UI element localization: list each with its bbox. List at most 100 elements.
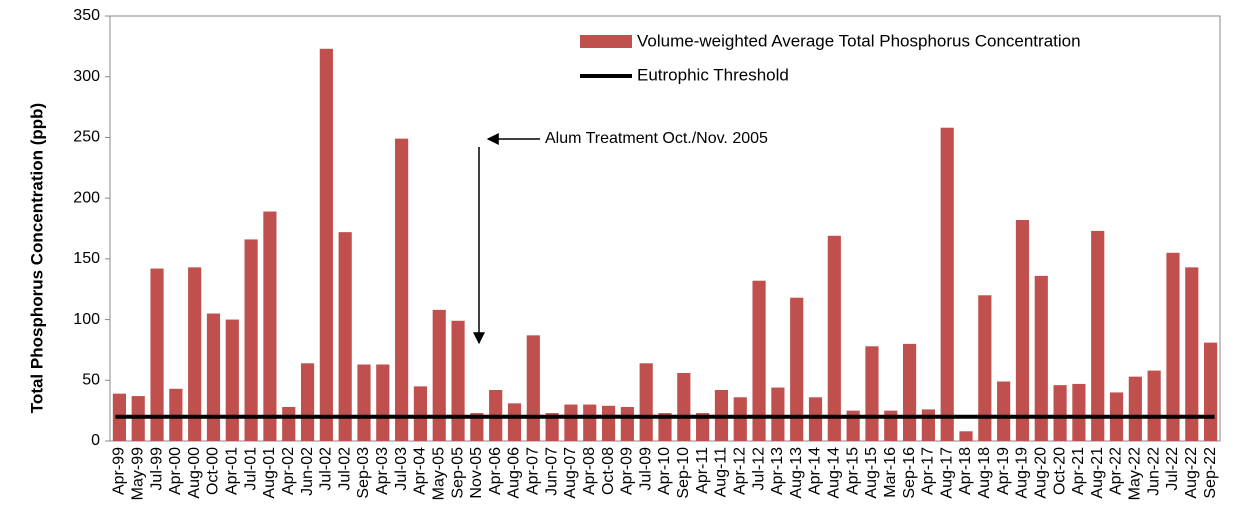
- bar: [902, 343, 917, 441]
- y-tick-label: 300: [73, 68, 100, 85]
- legend-swatch: [580, 35, 632, 48]
- bar: [959, 431, 973, 441]
- x-tick-label: Aug-13: [788, 447, 805, 499]
- bar: [206, 313, 221, 441]
- bar: [808, 397, 823, 441]
- bar: [752, 280, 766, 441]
- bar: [1128, 376, 1142, 441]
- x-tick-label: Sep-10: [675, 447, 692, 499]
- x-tick-label: Jul-02: [318, 447, 335, 491]
- x-tick-label: Jul-99: [148, 447, 165, 491]
- x-tick-label: Aug-19: [1014, 447, 1031, 499]
- bar: [1091, 230, 1105, 441]
- x-tick-label: Apr-18: [957, 447, 974, 495]
- bar: [338, 232, 352, 441]
- bar: [771, 387, 785, 441]
- bar: [263, 211, 277, 441]
- bar: [658, 413, 672, 441]
- bar: [1053, 385, 1067, 441]
- bar: [1072, 383, 1086, 441]
- bar: [150, 268, 164, 441]
- x-tick-label: Apr-17: [920, 447, 937, 495]
- x-tick-label: Apr-09: [619, 447, 636, 495]
- x-tick-label: Apr-04: [412, 447, 429, 495]
- x-tick-label: Jul-22: [1164, 447, 1181, 491]
- x-tick-label: Apr-08: [581, 447, 598, 495]
- x-tick-label: Apr-06: [487, 447, 504, 495]
- x-tick-label: Apr-10: [656, 447, 673, 495]
- x-tick-label: Apr-15: [844, 447, 861, 495]
- bar: [188, 267, 202, 441]
- x-tick-label: Aug-20: [1032, 447, 1049, 499]
- bar: [997, 381, 1011, 441]
- bar: [978, 295, 992, 441]
- x-tick-label: Apr-03: [374, 447, 391, 495]
- y-tick-label: 250: [73, 129, 100, 146]
- x-tick-label: Aug-17: [938, 447, 955, 499]
- bar: [564, 404, 578, 441]
- x-tick-label: Aug-22: [1183, 447, 1200, 499]
- x-tick-label: Apr-01: [224, 447, 241, 495]
- x-tick-label: Apr-22: [1108, 447, 1125, 495]
- y-tick-label: 200: [73, 189, 100, 206]
- y-tick-label: 50: [82, 372, 100, 389]
- bar: [451, 320, 465, 441]
- x-tick-label: Jul-02: [336, 447, 353, 491]
- x-tick-label: May-99: [129, 447, 146, 500]
- x-tick-label: Sep-03: [355, 447, 372, 499]
- bar: [395, 138, 409, 441]
- bar: [940, 127, 954, 441]
- x-tick-label: Apr-14: [807, 447, 824, 495]
- bar: [1185, 267, 1199, 441]
- x-tick-label: Oct-20: [1051, 447, 1068, 495]
- x-tick-label: Apr-19: [995, 447, 1012, 495]
- x-tick-label: Sep-16: [901, 447, 918, 499]
- bar: [432, 309, 446, 441]
- x-tick-label: Jun-07: [543, 447, 560, 496]
- x-tick-label: Oct-00: [205, 447, 222, 495]
- y-tick-label: 150: [73, 250, 100, 267]
- y-tick-label: 100: [73, 311, 100, 328]
- x-tick-label: Nov-05: [468, 447, 485, 499]
- bar: [244, 239, 258, 441]
- bar: [677, 373, 691, 441]
- x-tick-label: Mar-16: [882, 447, 899, 498]
- bar: [827, 235, 841, 441]
- bar: [319, 48, 333, 442]
- y-tick-label: 0: [91, 432, 100, 449]
- x-tick-label: Jul-09: [637, 447, 654, 491]
- x-tick-label: Jun-22: [1145, 447, 1162, 496]
- bar: [507, 403, 522, 441]
- x-tick-label: Jul-01: [242, 447, 259, 491]
- x-tick-label: Oct-08: [600, 447, 617, 495]
- x-tick-label: Apr-00: [167, 447, 184, 495]
- x-tick-label: May-22: [1127, 447, 1144, 500]
- bar: [790, 297, 804, 441]
- x-tick-label: Apr-13: [769, 447, 786, 495]
- x-tick-label: Jun-02: [299, 447, 316, 496]
- bar: [601, 405, 616, 441]
- x-tick-label: Jul-12: [750, 447, 767, 491]
- x-tick-label: Apr-02: [280, 447, 297, 495]
- x-tick-label: Aug-11: [713, 447, 730, 498]
- x-tick-label: Aug-01: [261, 447, 278, 499]
- x-tick-label: Aug-06: [506, 447, 523, 499]
- x-tick-label: Aug-00: [186, 447, 203, 499]
- bar: [865, 346, 879, 441]
- x-tick-label: Apr-21: [1070, 447, 1087, 495]
- x-tick-label: May-05: [430, 447, 447, 500]
- x-tick-label: Apr-07: [525, 447, 542, 495]
- bar: [413, 386, 428, 441]
- bar: [526, 335, 540, 441]
- bar: [921, 409, 935, 441]
- x-tick-label: Apr-12: [731, 447, 748, 495]
- annotation: Alum Treatment Oct./Nov. 2005: [545, 130, 768, 147]
- bar: [1147, 370, 1161, 441]
- x-tick-label: Jul-03: [393, 447, 410, 491]
- bar: [583, 404, 597, 441]
- x-tick-label: Aug-15: [863, 447, 880, 499]
- bar: [1015, 220, 1030, 441]
- bar: [1204, 342, 1218, 441]
- x-tick-label: Sep-05: [449, 447, 466, 499]
